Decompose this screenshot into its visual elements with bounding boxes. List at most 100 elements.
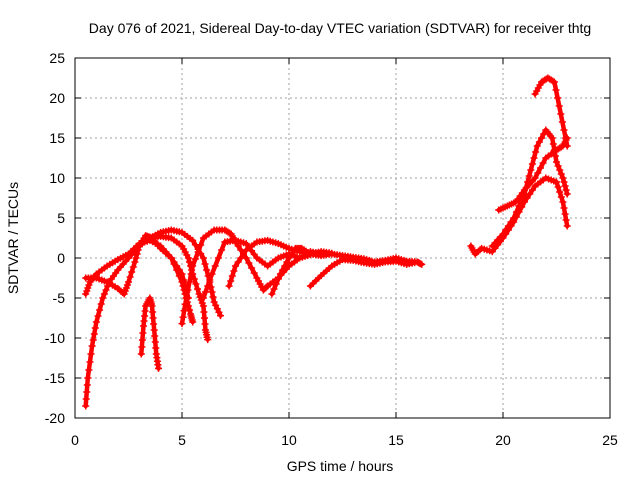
data-point-marker — [204, 282, 212, 290]
x-tick-label: 5 — [178, 432, 186, 448]
data-point-marker — [99, 294, 107, 302]
data-point-marker — [138, 336, 146, 344]
data-point-marker — [137, 350, 145, 358]
data-point-marker — [92, 318, 100, 326]
data-point-marker — [556, 166, 564, 174]
y-tick-label: -10 — [45, 330, 65, 346]
axis-ticks: -20 -15 -10 -5 0 5 10 15 20 25 0 5 10 15 20 25 — [45, 50, 618, 448]
data-point-marker — [528, 186, 536, 194]
chart-title: Day 076 of 2021, Sidereal Day-to-day VTE… — [89, 20, 591, 36]
data-point-marker — [553, 158, 560, 166]
data-point-marker — [82, 395, 90, 403]
data-point-marker — [149, 308, 157, 316]
data-point-marker — [82, 402, 90, 410]
data-point-marker — [557, 170, 565, 178]
data-point-marker — [558, 118, 566, 126]
data-point-marker — [563, 142, 571, 150]
data-point-marker — [184, 286, 192, 294]
data-point-marker — [181, 300, 189, 308]
data-point-marker — [192, 280, 200, 288]
data-point-marker — [170, 258, 178, 266]
data-point-marker — [225, 282, 233, 290]
data-point-marker — [561, 182, 569, 190]
data-point-marker — [179, 313, 187, 321]
data-point-marker — [418, 260, 426, 268]
data-point-marker — [555, 102, 563, 110]
x-tick-label: 15 — [388, 432, 404, 448]
data-point-marker — [527, 166, 535, 174]
data-point-marker — [201, 260, 209, 268]
data-point-marker — [548, 134, 556, 142]
data-point-marker — [200, 308, 208, 316]
data-point-marker — [86, 358, 94, 366]
data-point-marker — [189, 318, 197, 326]
data-point-marker — [559, 198, 567, 206]
data-point-marker — [197, 241, 205, 249]
data-point-marker — [97, 300, 105, 308]
data-point-marker — [534, 169, 542, 177]
data-point-marker — [537, 164, 544, 172]
data-point-marker — [276, 270, 284, 278]
data-point-marker — [562, 216, 570, 224]
data-point-marker — [554, 162, 562, 170]
data-point-marker — [535, 138, 543, 146]
data-point-marker — [91, 324, 99, 332]
data-point-marker — [199, 254, 207, 262]
data-point-marker — [557, 193, 565, 201]
data-point-marker — [126, 273, 134, 281]
plot-frame — [74, 57, 611, 419]
x-tick-label: 25 — [602, 432, 618, 448]
data-point-marker — [214, 254, 222, 262]
data-point-marker — [89, 336, 97, 344]
data-point-marker — [180, 276, 188, 284]
data-point-marker — [270, 285, 278, 293]
data-point-marker — [510, 214, 518, 222]
series-arc-11 — [468, 175, 570, 257]
data-point-marker — [554, 183, 562, 191]
data-point-marker — [175, 266, 183, 274]
data-point-marker — [173, 262, 181, 270]
data-point-marker — [531, 174, 539, 182]
data-point-marker — [499, 230, 507, 238]
data-point-marker — [125, 278, 132, 286]
data-point-marker — [189, 262, 197, 270]
data-point-marker — [150, 320, 158, 328]
data-point-marker — [250, 250, 258, 258]
data-point-marker — [525, 172, 533, 180]
data-point-marker — [148, 302, 156, 310]
data-point-marker — [248, 264, 256, 272]
data-point-marker — [87, 350, 95, 358]
data-point-marker — [180, 307, 188, 315]
data-point-marker — [556, 188, 564, 196]
data-point-marker — [178, 320, 186, 328]
data-point-marker — [227, 277, 235, 285]
y-tick-label: 25 — [49, 50, 65, 66]
data-point-marker — [138, 343, 146, 351]
data-point-marker — [530, 154, 538, 162]
data-point-marker — [240, 250, 247, 258]
data-point-marker — [206, 276, 214, 284]
x-tick-label: 10 — [281, 432, 297, 448]
data-point-marker — [202, 288, 209, 296]
data-point-marker — [133, 250, 141, 258]
y-tick-label: 5 — [57, 210, 65, 226]
y-tick-label: -15 — [45, 370, 65, 386]
data-point-marker — [128, 268, 136, 276]
data-point-marker — [562, 134, 570, 142]
data-point-marker — [268, 290, 276, 298]
data-point-marker — [228, 272, 236, 280]
data-point-marker — [553, 178, 560, 186]
data-point-marker — [250, 269, 258, 277]
grid-lines — [75, 58, 610, 418]
data-point-marker — [217, 312, 224, 320]
y-tick-label: 10 — [49, 170, 65, 186]
data-point-marker — [245, 259, 253, 267]
data-point-marker — [178, 270, 186, 278]
data-point-marker — [515, 202, 523, 210]
y-axis-label: SDTVAR / TECUs — [5, 182, 21, 294]
data-point-marker — [211, 262, 219, 270]
data-point-marker — [502, 226, 510, 234]
data-point-marker — [230, 267, 238, 275]
data-point-marker — [201, 314, 208, 322]
